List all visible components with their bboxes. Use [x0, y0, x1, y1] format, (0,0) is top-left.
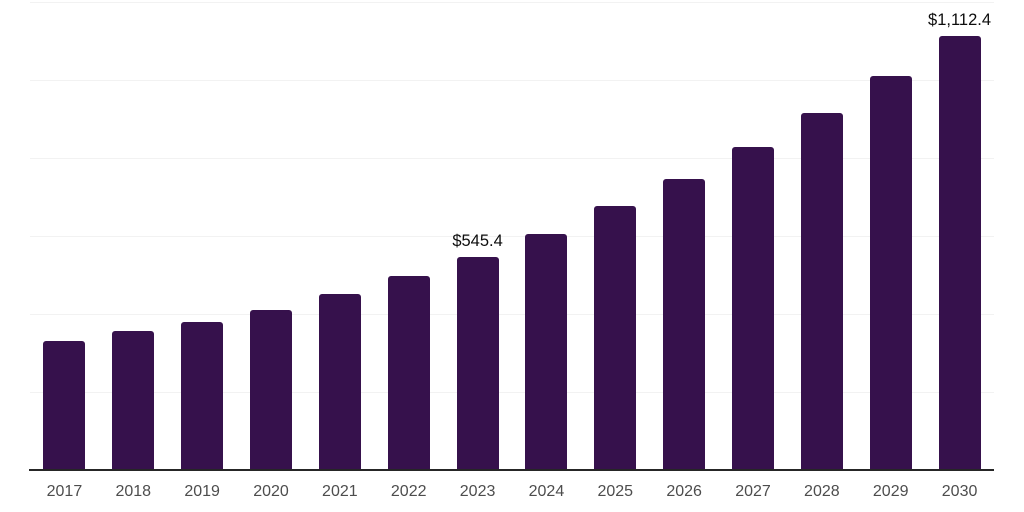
bar-value-label-2030: $1,112.4: [928, 10, 992, 29]
bar-2023[interactable]: [456, 256, 499, 470]
x-axis-tick-label-2020: 2020: [253, 483, 289, 500]
x-axis-tick-label-2023: 2023: [459, 483, 496, 500]
bar-2018[interactable]: [112, 331, 155, 470]
horizontal-gridline: [30, 313, 994, 315]
horizontal-gridline: [30, 235, 994, 237]
horizontal-gridline: [30, 79, 994, 81]
bar-2017[interactable]: [43, 340, 86, 470]
bar-2025[interactable]: [594, 205, 637, 470]
x-axis-tick-label-2027: 2027: [735, 483, 771, 500]
horizontal-gridline: [30, 1, 994, 3]
x-axis-tick-label-2018: 2018: [115, 483, 152, 500]
x-axis-tick-label-2017: 2017: [46, 483, 83, 500]
bar-2030[interactable]: [938, 35, 981, 470]
bar-2019[interactable]: [181, 322, 224, 470]
x-axis-tick-label-2021: 2021: [322, 483, 358, 500]
x-axis-tick-label-2026: 2026: [666, 483, 702, 500]
horizontal-gridline: [30, 391, 994, 393]
bar-2020[interactable]: [250, 309, 292, 470]
bar-value-label-2023: $545.4: [452, 231, 503, 250]
x-axis-line: [29, 468, 994, 471]
bar-2029[interactable]: [869, 75, 912, 470]
bar-2027[interactable]: [732, 146, 774, 470]
bar-2021[interactable]: [318, 293, 361, 470]
x-axis-tick-label-2022: 2022: [390, 483, 427, 500]
bar-2028[interactable]: [800, 113, 843, 470]
x-axis-tick-label-2030: 2030: [941, 483, 978, 500]
x-axis-tick-label-2028: 2028: [804, 483, 840, 500]
x-axis-tick-label-2019: 2019: [184, 483, 220, 500]
bar-2022[interactable]: [387, 276, 430, 470]
x-axis-tick-label-2024: 2024: [528, 483, 565, 500]
x-axis-tick-label-2029: 2029: [872, 483, 909, 500]
horizontal-gridline: [30, 157, 994, 159]
bar-2024[interactable]: [525, 234, 568, 470]
bar-2026[interactable]: [663, 179, 706, 470]
x-axis-tick-label-2025: 2025: [597, 483, 634, 500]
